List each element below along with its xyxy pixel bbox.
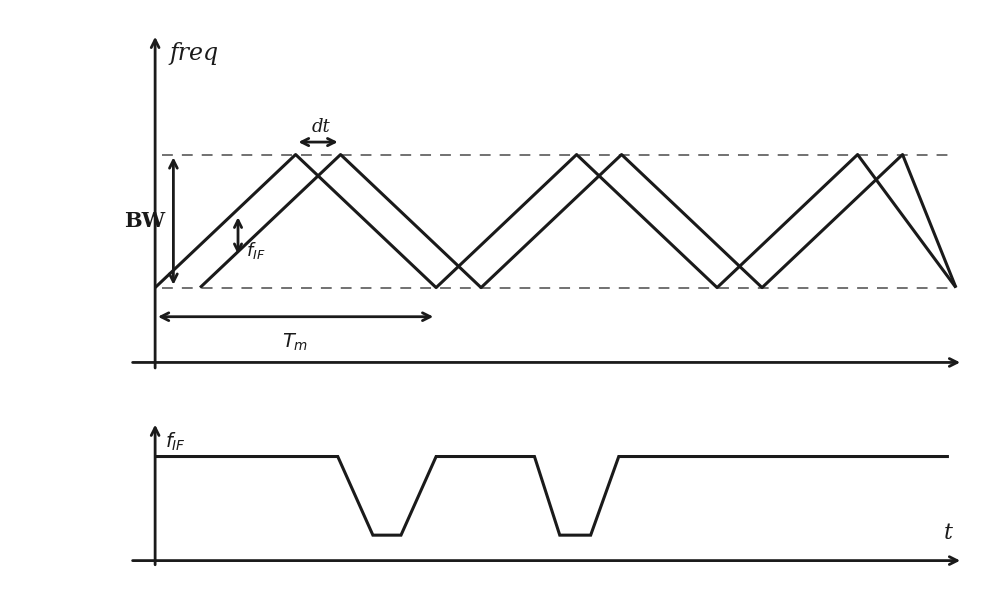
Text: t: t [944, 523, 953, 544]
Text: $T_{m}$: $T_{m}$ [282, 331, 309, 353]
Text: freq: freq [169, 42, 218, 66]
Text: $f_{IF}$: $f_{IF}$ [246, 240, 266, 261]
Text: dt: dt [312, 118, 330, 136]
Text: $f_{IF}$: $f_{IF}$ [165, 431, 186, 454]
Text: BW: BW [124, 211, 165, 231]
